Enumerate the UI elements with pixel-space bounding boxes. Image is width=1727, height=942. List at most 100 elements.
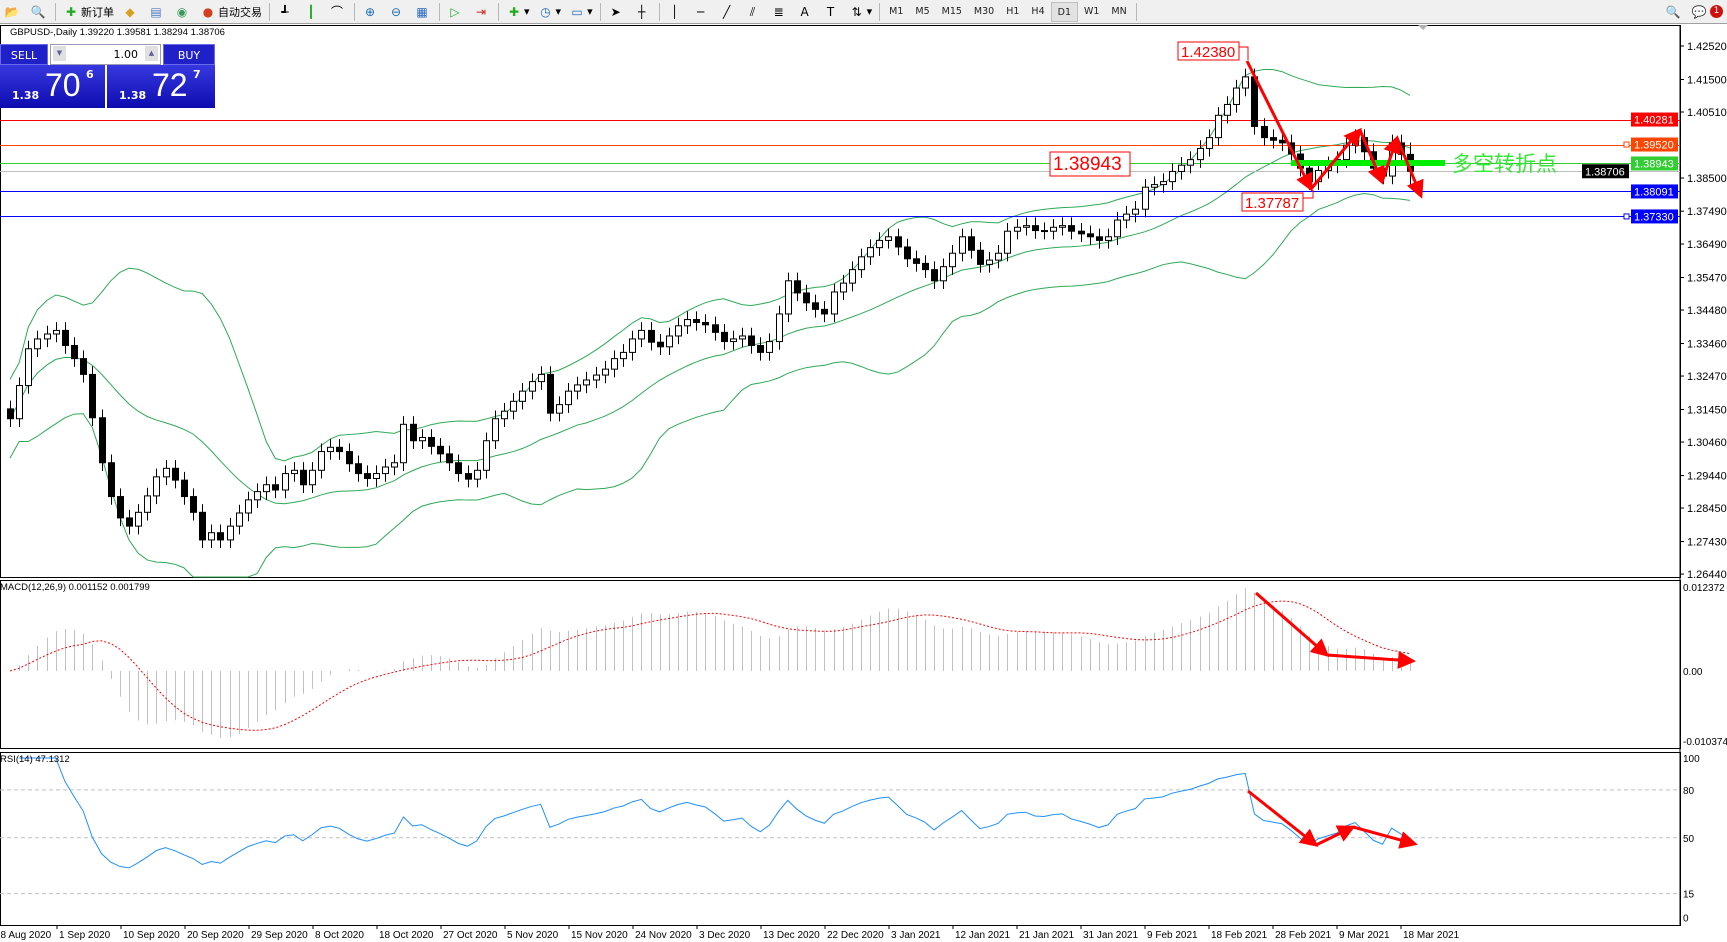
candle-body	[309, 469, 316, 486]
price-line-label: 1.38943	[1634, 158, 1674, 170]
candle	[1178, 156, 1185, 180]
timeframe-m15[interactable]: M15	[941, 5, 962, 17]
new-order-button[interactable]: ✚ 新订单	[60, 2, 117, 22]
candle-body	[547, 373, 554, 414]
open-icon[interactable]: 📂	[4, 4, 20, 19]
date-axis-label: 18 Oct 2020	[379, 930, 434, 941]
macd-panel	[0, 580, 1681, 749]
candle-body	[355, 463, 362, 475]
price-line-label: 1.39520	[1634, 140, 1674, 152]
horizontal-line-icon[interactable]: ─	[696, 4, 705, 19]
candle	[602, 360, 609, 384]
candle-body	[904, 246, 911, 260]
timeframe-d1[interactable]: D1	[1050, 1, 1078, 22]
price-axis-label: 1.34480	[1687, 305, 1727, 317]
candle	[712, 316, 719, 341]
toolbar-separator	[658, 2, 660, 21]
print-preview-icon[interactable]: 🔍	[30, 4, 46, 19]
candle	[80, 350, 87, 383]
text-icon[interactable]: A	[800, 4, 809, 19]
line-chart-icon[interactable]: ⌒	[330, 4, 343, 19]
lot-increase-button[interactable]: ▲	[145, 46, 158, 61]
candle-body	[153, 476, 160, 497]
market-watch-icon[interactable]: ▤	[150, 4, 162, 19]
candle-body	[574, 384, 581, 392]
periods-icon[interactable]: ◷ ▾	[540, 4, 562, 19]
crosshair-icon[interactable]: ┼	[637, 4, 646, 19]
candle-body	[1261, 125, 1268, 139]
timeframe-h1[interactable]: H1	[1006, 5, 1020, 17]
text-label-icon[interactable]: T	[826, 4, 835, 19]
pivot-zone-text: 多空转折点	[1452, 152, 1557, 176]
timeframe-h4[interactable]: H4	[1031, 5, 1045, 17]
candle-body	[538, 373, 545, 383]
auto-scroll-icon[interactable]: ▷	[450, 4, 460, 19]
candle	[1224, 96, 1231, 124]
sell-button[interactable]: SELL	[0, 44, 48, 65]
candle	[428, 429, 435, 455]
toolbar-separator	[1135, 2, 1137, 21]
candle-body	[336, 446, 343, 453]
candle-body	[1132, 208, 1139, 215]
metaeditor-icon[interactable]: ◆	[125, 4, 135, 19]
zoom-in-icon[interactable]: ⊕	[364, 4, 376, 19]
price-axis-label: 1.31450	[1687, 405, 1727, 417]
price-line-label-bg	[1582, 164, 1629, 179]
price-axis-label: 1.37490	[1687, 206, 1727, 218]
candle	[959, 228, 966, 262]
candle	[346, 443, 353, 472]
timeframe-mn[interactable]: MN	[1111, 5, 1127, 17]
candle	[336, 439, 343, 460]
candle-body	[611, 358, 618, 370]
candle-body	[236, 512, 243, 527]
chart-shift-icon[interactable]: ⇥	[475, 4, 487, 19]
chart-title: GBPUSD-,Daily 1.39220 1.39581 1.38294 1.…	[10, 27, 225, 38]
timeframe-m5[interactable]: M5	[915, 5, 930, 17]
toolbar-separator	[439, 2, 440, 21]
timeframe-w1[interactable]: W1	[1083, 5, 1100, 17]
candle-body	[1187, 159, 1194, 166]
timeframe-m1[interactable]: M1	[889, 5, 904, 17]
buy-button[interactable]: BUY	[163, 44, 215, 65]
bar-chart-icon[interactable]: ┹	[281, 4, 289, 19]
candle-body	[739, 335, 746, 340]
buy-price[interactable]: 1.38 72 7	[107, 65, 215, 108]
bollinger-middle-band	[9, 140, 1411, 505]
notifications-icon[interactable]: 💬 1	[1688, 2, 1726, 22]
candle-body	[25, 348, 32, 387]
price-axis-label: 1.36490	[1687, 239, 1727, 251]
candle-body	[108, 462, 115, 498]
timeframe-m30[interactable]: M30	[973, 5, 995, 17]
tile-windows-icon[interactable]: ▦	[416, 4, 428, 19]
indicators-icon[interactable]: ✚ ▾	[508, 4, 530, 19]
lot-size-input[interactable]: 1.00	[50, 44, 161, 65]
candle-body	[730, 338, 737, 343]
candle	[501, 402, 508, 427]
candle	[217, 524, 224, 549]
candle	[794, 272, 801, 302]
templates-icon[interactable]: ▭ ▾	[571, 4, 593, 19]
candle	[812, 294, 819, 318]
trendline-icon[interactable]: ╱	[722, 4, 731, 19]
candle-body	[1169, 170, 1176, 183]
fibonacci-icon[interactable]: ≣	[773, 4, 784, 19]
price-axis-label: 1.29440	[1687, 471, 1727, 483]
candle-body	[217, 532, 224, 541]
vertical-line-icon[interactable]: │	[670, 4, 679, 19]
lot-decrease-button[interactable]: ▼	[53, 46, 66, 61]
signals-icon[interactable]: ◉	[176, 4, 188, 19]
high-price-connector	[1239, 46, 1249, 60]
candlestick-chart-icon[interactable]: ┃	[307, 4, 315, 19]
candle-body	[968, 236, 975, 251]
auto-trading-button[interactable]: ● 自动交易	[197, 2, 265, 22]
date-axis-label: 9 Mar 2021	[1339, 930, 1390, 941]
search-icon[interactable]: 🔍	[1665, 4, 1681, 19]
equidistant-channel-icon[interactable]: ⫽	[749, 4, 756, 19]
sell-price[interactable]: 1.38 70 6	[0, 65, 105, 108]
zoom-out-icon[interactable]: ⊖	[390, 4, 402, 19]
candle	[62, 322, 69, 354]
candle-body	[80, 358, 87, 375]
arrows-icon[interactable]: ⇅ ▾	[851, 4, 873, 19]
cursor-icon[interactable]: ➤	[610, 4, 621, 19]
